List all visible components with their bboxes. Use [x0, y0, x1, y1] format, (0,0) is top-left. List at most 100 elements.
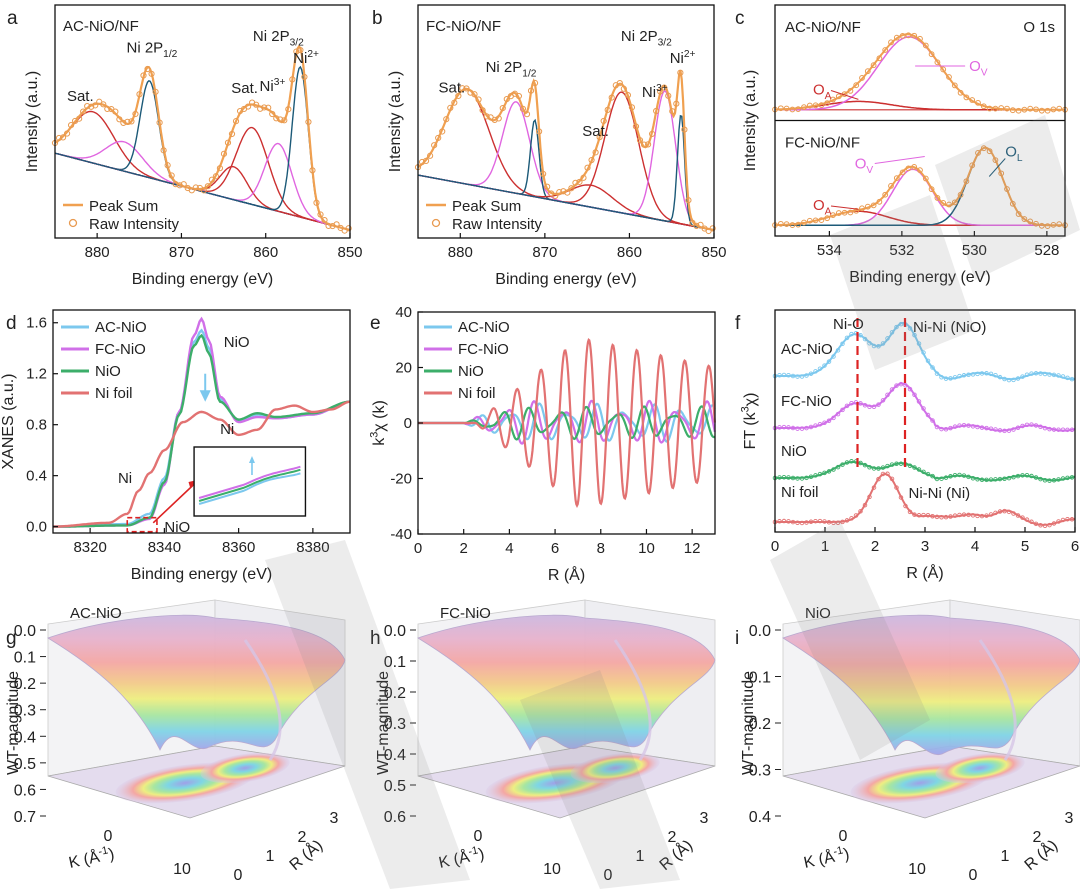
- data-point: [984, 371, 989, 376]
- panel-letter: g: [6, 628, 17, 649]
- x-tick-label: 1: [821, 538, 829, 555]
- data-point: [831, 354, 836, 359]
- raw-point: [1038, 222, 1045, 229]
- raw-point: [265, 104, 272, 111]
- raw-point: [224, 139, 232, 146]
- data-point: [885, 336, 890, 341]
- series-line: [418, 338, 716, 508]
- legend-marker: [431, 218, 441, 228]
- panel-d: 0.0 0.4 0.8 1.2 1.6 8320 8340 8360 8380 Binding e…: [0, 315, 351, 583]
- raw-point: [934, 59, 941, 66]
- data-point: [889, 330, 895, 335]
- data-point: [840, 462, 845, 467]
- raw-point: [463, 85, 470, 92]
- raw-point: [568, 185, 575, 192]
- x-tick-label: 8340: [148, 539, 181, 556]
- data-point: [957, 373, 962, 379]
- raw-point: [911, 164, 918, 170]
- y-tick-label: 1.6: [26, 315, 47, 332]
- x-axis-label: Binding energy (eV): [131, 566, 272, 583]
- data-point: [993, 510, 998, 516]
- z-tick-label: 0.7: [14, 809, 36, 826]
- raw-point: [649, 130, 656, 138]
- plot-frame: [52, 309, 351, 534]
- raw-point: [261, 104, 268, 111]
- raw-point: [1050, 106, 1057, 113]
- x-tick-label: 870: [532, 244, 557, 261]
- peak-label: Ni-Ni (Ni): [909, 485, 971, 502]
- fit-component: [54, 65, 351, 231]
- data-point: [1047, 478, 1052, 483]
- x-tick-label: 5: [1021, 538, 1029, 555]
- raw-point: [681, 126, 688, 133]
- raw-point: [313, 199, 320, 206]
- data-point: [790, 425, 796, 431]
- data-point: [1038, 371, 1043, 376]
- data-point: [871, 404, 877, 410]
- data-point: [885, 392, 890, 398]
- x-tick-label: 10: [638, 540, 655, 557]
- data-point: [1033, 475, 1039, 480]
- raw-point: [1015, 107, 1022, 114]
- data-point: [921, 469, 926, 475]
- data-point: [777, 372, 782, 378]
- raw-point: [540, 170, 547, 177]
- raw-point: [128, 118, 135, 125]
- raw-point: [431, 142, 438, 149]
- data-point: [844, 518, 850, 523]
- data-point: [894, 461, 899, 467]
- data-point: [1029, 519, 1034, 525]
- raw-point: [870, 62, 877, 69]
- peak-label: Ni-O: [833, 316, 864, 333]
- data-point: [1015, 425, 1021, 431]
- inset-arrow-head: [248, 456, 255, 463]
- raw-point: [911, 32, 918, 39]
- annotation: NiO: [164, 519, 190, 536]
- data-point: [876, 466, 881, 471]
- data-point: [912, 512, 917, 517]
- z-tick-label: 0.2: [14, 676, 36, 693]
- raw-point: [835, 210, 842, 216]
- data-point: [1065, 427, 1070, 433]
- data-point: [1038, 523, 1043, 528]
- data-point: [844, 460, 850, 465]
- data-point: [1033, 371, 1039, 376]
- data-point: [916, 467, 922, 472]
- data-point: [840, 341, 845, 346]
- raw-point: [1033, 106, 1039, 113]
- data-point: [925, 513, 931, 518]
- raw-point: [888, 39, 894, 46]
- r-tick-label: 2: [668, 829, 677, 846]
- series-line: [53, 333, 351, 528]
- series-line: [53, 400, 351, 528]
- raw-point: [951, 82, 958, 89]
- data-point: [925, 471, 931, 477]
- sample-label: AC-NiO/NF: [63, 18, 139, 35]
- data-point: [1029, 473, 1034, 479]
- raw-point: [208, 176, 215, 183]
- x-tick-label: 8380: [296, 539, 329, 556]
- raw-point: [1021, 216, 1028, 222]
- plot-frame: [774, 309, 1076, 533]
- data-point: [907, 463, 913, 468]
- legend-label: NiO: [95, 363, 121, 380]
- k-tick-label: 10: [908, 861, 926, 878]
- legend-label: FC-NiO: [95, 341, 146, 358]
- wt-surface: [782, 614, 1080, 756]
- data-point: [822, 519, 827, 524]
- data-point: [817, 366, 823, 371]
- k-tick-label: 10: [173, 861, 191, 878]
- raw-point: [301, 73, 308, 81]
- panel-letter: i: [735, 628, 739, 649]
- data-point: [1011, 377, 1016, 383]
- data-point: [1006, 509, 1012, 515]
- data-point: [997, 428, 1003, 433]
- raw-point: [818, 217, 825, 224]
- data-point: [1069, 517, 1075, 522]
- data-point: [903, 383, 908, 388]
- raw-point: [160, 147, 167, 154]
- raw-point: [636, 137, 644, 144]
- data-point: [840, 407, 845, 413]
- panel-c: AC-NiO/NF OA OV FC-NiO/NF OA OV OL O 1s 534 532 53…: [742, 19, 1068, 286]
- raw-point: [669, 108, 676, 115]
